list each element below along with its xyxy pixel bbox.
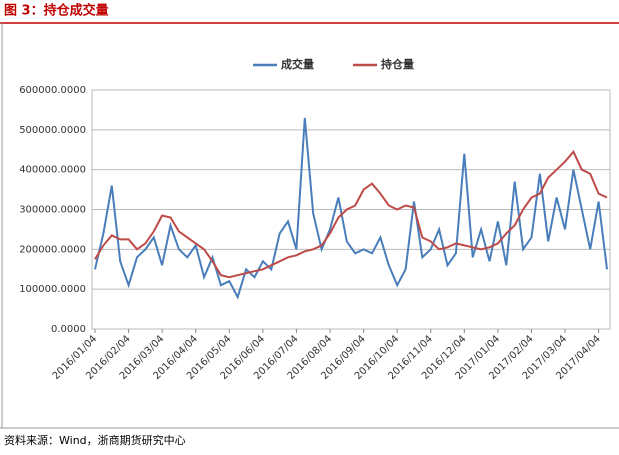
y-tick-label: 500000.0000 [19,125,86,136]
y-tick-label: 0.0000 [51,324,86,335]
series-line [94,149,608,279]
y-tick-label: 400000.0000 [19,165,86,176]
y-tick-label: 100000.0000 [19,284,86,295]
legend-label: 持仓量 [381,57,414,71]
source: 资料来源：Wind，浙商期货研究中心 [4,433,186,447]
y-tick-label: 200000.0000 [19,244,86,255]
chart-title: 图 3：持仓成交量 [4,3,109,19]
y-tick-label: 300000.0000 [19,205,86,216]
legend-label: 成交量 [281,57,314,71]
series-line [94,117,608,300]
y-tick-label: 600000.0000 [19,85,86,96]
